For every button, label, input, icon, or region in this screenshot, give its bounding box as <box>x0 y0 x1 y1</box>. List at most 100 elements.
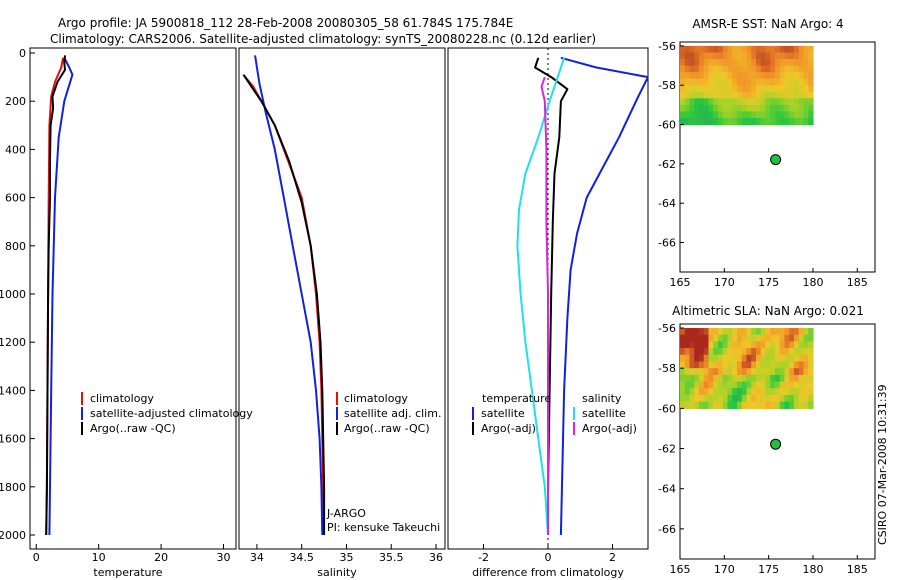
heatmap-cell <box>736 368 743 376</box>
heatmap-cell <box>770 98 776 106</box>
heatmap-cell <box>793 85 800 93</box>
heatmap-cell <box>736 334 743 343</box>
heatmap-cell <box>708 341 714 349</box>
heatmap-cell <box>774 104 781 113</box>
heatmap-cell <box>713 381 719 389</box>
heatmap-cell <box>798 78 805 86</box>
heatmap-cell <box>803 111 809 119</box>
heatmap-cell <box>732 91 738 99</box>
heatmap-cell <box>789 78 795 86</box>
heatmap-cell <box>703 65 710 73</box>
heatmap-cell <box>694 118 700 126</box>
heatmap-cell <box>741 388 748 396</box>
heatmap-cell <box>684 85 691 93</box>
heatmap-cell <box>708 98 714 106</box>
heatmap-cell <box>751 394 757 403</box>
heatmap-cell <box>803 52 809 60</box>
heatmap-cell <box>789 118 795 126</box>
heatmap-cell <box>732 111 738 119</box>
heatmap-cell <box>793 59 800 67</box>
legend-climatology-label: climatology <box>90 392 154 405</box>
heatmap-cell <box>765 104 771 113</box>
legend-satellite-label: satellite adj. clim. <box>344 407 441 420</box>
heatmap-cell <box>698 368 705 376</box>
heatmap-cell <box>755 394 762 403</box>
heatmap-cell <box>793 394 800 403</box>
heatmap-cell <box>793 118 800 126</box>
heatmap-cell <box>779 388 786 396</box>
heatmap-cell <box>770 348 776 356</box>
heatmap-cell <box>789 72 795 80</box>
heatmap-cell <box>784 334 790 343</box>
heatmap-cell <box>774 401 781 409</box>
xtick-label: 20 <box>154 551 168 564</box>
heatmap-cell <box>708 361 714 369</box>
heatmap-cell <box>755 341 762 349</box>
heatmap-cell <box>784 111 790 119</box>
heatmap-cell <box>694 381 700 389</box>
heatmap-cell <box>779 52 786 60</box>
heatmap-cell <box>689 45 695 54</box>
heatmap-cell <box>713 361 719 369</box>
heatmap-cell <box>722 65 729 73</box>
heatmap-cell <box>779 334 786 343</box>
heatmap-cell <box>765 401 771 409</box>
heatmap-cell <box>684 388 691 396</box>
salinity-series <box>242 55 326 536</box>
heatmap-cell <box>746 72 752 80</box>
heatmap-cell <box>803 401 809 409</box>
heatmap-cell <box>713 98 719 106</box>
sst-heatmap <box>680 45 814 126</box>
heatmap-cell <box>789 98 795 106</box>
heatmap-cell <box>808 368 814 376</box>
heatmap-cell <box>770 104 776 113</box>
heatmap-cell <box>765 354 771 363</box>
heatmap-cell <box>784 348 790 356</box>
heatmap-cell <box>708 368 714 376</box>
heatmap-cell <box>774 374 781 383</box>
heatmap-cell <box>784 394 790 403</box>
heatmap-cell <box>760 118 767 126</box>
heatmap-cell <box>717 401 724 409</box>
difference-xlabel: difference from climatology <box>472 566 624 579</box>
heatmap-cell <box>736 72 743 80</box>
chart-title-line2: Climatology: CARS2006. Satellite-adjuste… <box>50 32 596 46</box>
heatmap-cell <box>760 388 767 396</box>
heatmap-cell <box>736 341 743 349</box>
map-ytick-label: -58 <box>658 79 676 92</box>
series-line-satellite <box>559 56 648 536</box>
heatmap-cell <box>741 98 748 106</box>
heatmap-cell <box>765 381 771 389</box>
heatmap-cell <box>741 78 748 86</box>
heatmap-cell <box>789 104 795 113</box>
heatmap-cell <box>694 334 700 343</box>
heatmap-cell <box>689 52 695 60</box>
heatmap-cell <box>808 98 814 106</box>
heatmap-cell <box>689 78 695 86</box>
heatmap-cell <box>798 85 805 93</box>
heatmap-cell <box>798 52 805 60</box>
heatmap-cell <box>694 85 700 93</box>
heatmap-cell <box>779 85 786 93</box>
heatmap-cell <box>684 328 691 336</box>
heatmap-cell <box>689 334 695 343</box>
heatmap-cell <box>708 45 714 54</box>
heatmap-cell <box>684 104 691 113</box>
heatmap-cell <box>765 59 771 67</box>
heatmap-cell <box>698 85 705 93</box>
heatmap-cell <box>751 65 757 73</box>
heatmap-cell <box>784 78 790 86</box>
heatmap-cell <box>741 334 748 343</box>
legend-sal-satellite-label: satellite <box>582 407 626 420</box>
heatmap-cell <box>732 45 738 54</box>
heatmap-cell <box>698 334 705 343</box>
heatmap-cell <box>751 111 757 119</box>
ytick-label: 1400 <box>0 384 26 397</box>
heatmap-cell <box>808 45 814 54</box>
legend-climatology-label: climatology <box>344 392 408 405</box>
heatmap-cell <box>793 341 800 349</box>
heatmap-cell <box>751 78 757 86</box>
heatmap-cell <box>803 368 809 376</box>
heatmap-cell <box>774 91 781 99</box>
